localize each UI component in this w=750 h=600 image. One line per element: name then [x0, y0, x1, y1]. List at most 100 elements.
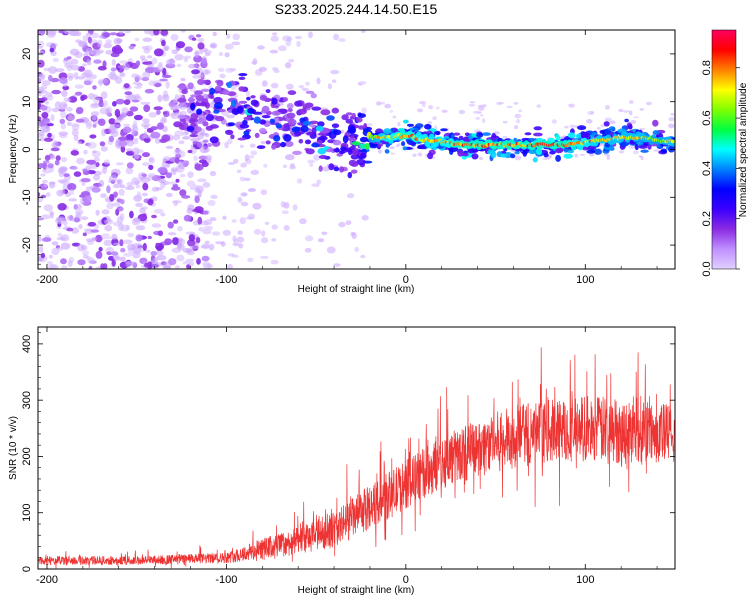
heatmap-cell — [153, 48, 164, 57]
heatmap-cell — [389, 146, 395, 150]
heatmap-cell — [120, 247, 126, 253]
heatmap-cell — [103, 159, 111, 165]
heatmap-cell — [82, 168, 88, 173]
heatmap-cell — [628, 110, 633, 116]
heatmap-cell — [242, 192, 247, 196]
heatmap-cell — [110, 67, 117, 72]
heatmap-cell — [196, 108, 203, 115]
heatmap-cell — [339, 150, 345, 155]
heatmap-cell — [104, 219, 114, 225]
heatmap-cell — [114, 76, 123, 84]
spectrogram-x-axis-label: Height of straight line (km) — [298, 284, 415, 295]
heatmap-cell — [231, 219, 237, 223]
heatmap-cell — [237, 230, 243, 235]
heatmap-cell — [97, 65, 107, 71]
heatmap-cell — [206, 264, 214, 269]
heatmap-cell — [257, 45, 265, 50]
heatmap-cell — [169, 181, 177, 185]
heatmap-cell — [57, 232, 63, 237]
heatmap-cell — [647, 143, 652, 150]
heatmap-cell — [179, 173, 186, 178]
heatmap-cell — [73, 166, 78, 170]
heatmap-cell — [70, 123, 80, 127]
heatmap-cell — [202, 229, 212, 235]
heatmap-cell — [238, 86, 246, 92]
heatmap-cell — [148, 164, 154, 170]
heatmap-cell — [168, 258, 177, 266]
heatmap-cell — [249, 143, 256, 148]
heatmap-cell — [215, 115, 225, 122]
heatmap-cell — [533, 132, 543, 137]
figure-title: S233.2025.244.14.50.E15 — [275, 1, 438, 17]
heatmap-cell — [175, 41, 186, 49]
heatmap-cell — [72, 33, 82, 37]
heatmap-cell — [91, 115, 97, 121]
heatmap-cell — [179, 189, 187, 197]
heatmap-cell — [395, 144, 400, 148]
heatmap-cell — [288, 58, 295, 63]
heatmap-cell — [609, 120, 616, 124]
heatmap-cell — [502, 135, 508, 139]
heatmap-cell — [555, 146, 564, 154]
heatmap-cell — [224, 43, 234, 50]
heatmap-cell — [142, 242, 147, 251]
heatmap-cell — [165, 192, 173, 198]
heatmap-cell — [331, 107, 339, 114]
heatmap-cell — [122, 63, 130, 71]
heatmap-cell — [150, 131, 161, 139]
heatmap-cell — [116, 179, 121, 184]
heatmap-cell — [224, 52, 230, 58]
heatmap-cell — [287, 118, 297, 126]
heatmap-cell — [294, 100, 303, 107]
heatmap-cell — [236, 105, 244, 114]
heatmap-cell — [624, 118, 629, 123]
y-tick-label: -20 — [21, 237, 33, 253]
heatmap-cell — [317, 147, 327, 155]
heatmap-cell — [461, 152, 469, 157]
heatmap-cell — [390, 152, 396, 155]
heatmap-cell — [230, 134, 235, 140]
heatmap-cell — [126, 162, 134, 169]
heatmap-cell — [146, 55, 153, 59]
heatmap-cell — [227, 263, 233, 269]
heatmap-cell — [119, 72, 126, 78]
heatmap-cell — [434, 131, 439, 135]
heatmap-cell — [360, 254, 366, 259]
heatmap-cell — [453, 132, 461, 136]
heatmap-cell — [105, 49, 113, 55]
heatmap-cell — [162, 67, 167, 76]
heatmap-cell — [80, 178, 91, 183]
heatmap-cell — [171, 247, 182, 253]
heatmap-cell — [80, 216, 89, 221]
heatmap-cell — [60, 242, 71, 250]
heatmap-cell — [320, 109, 331, 116]
heatmap-cell — [347, 171, 353, 179]
heatmap-cell — [38, 50, 45, 56]
heatmap-cell — [121, 107, 129, 114]
heatmap-cell — [383, 128, 392, 135]
heatmap-cell — [50, 114, 55, 122]
heatmap-cell — [43, 137, 54, 142]
heatmap-cell — [193, 155, 198, 161]
heatmap-cell — [77, 259, 86, 266]
heatmap-cell — [356, 158, 366, 166]
heatmap-cell — [194, 195, 200, 204]
heatmap-cell — [157, 94, 163, 103]
heatmap-cell — [132, 81, 142, 86]
heatmap-cell — [167, 232, 177, 236]
heatmap-cell — [191, 69, 200, 75]
heatmap-cell — [427, 152, 434, 160]
heatmap-cell — [140, 206, 149, 210]
heatmap-cell — [502, 120, 508, 124]
heatmap-cell — [119, 213, 125, 221]
heatmap-cell — [66, 56, 72, 60]
heatmap-cell — [87, 257, 95, 264]
heatmap-cell — [464, 132, 470, 136]
heatmap-cell — [599, 129, 606, 134]
heatmap-cell — [309, 162, 314, 167]
heatmap-cell — [310, 93, 317, 99]
heatmap-cell — [564, 125, 569, 129]
heatmap-cell — [305, 90, 315, 94]
heatmap-cell — [95, 209, 100, 216]
